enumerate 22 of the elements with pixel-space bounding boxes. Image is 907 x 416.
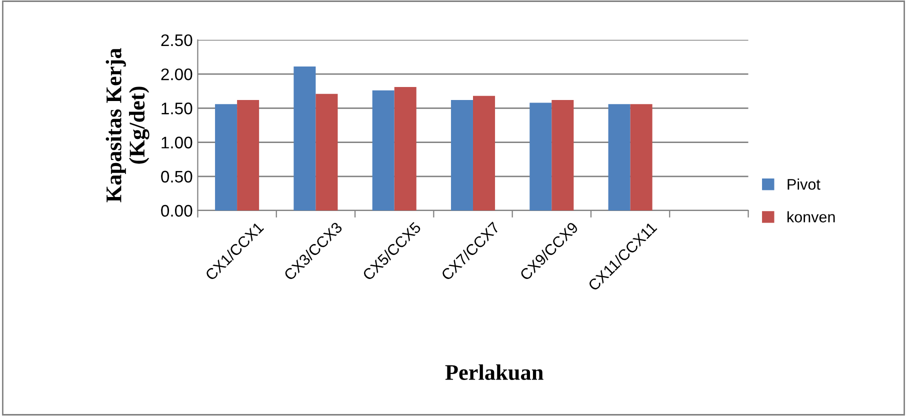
bar bbox=[394, 87, 416, 210]
legend-label: Pivot bbox=[788, 178, 820, 190]
bar bbox=[608, 104, 630, 210]
y-tick-label: 2.50 bbox=[161, 34, 192, 46]
y-tick-label: 1.00 bbox=[162, 136, 192, 148]
bar bbox=[630, 104, 652, 210]
y-axis-title: Kapasitas Kerja (Kg/det) bbox=[106, 48, 150, 202]
bar bbox=[237, 100, 260, 210]
x-axis-title: Perlakuan bbox=[445, 364, 544, 380]
bar bbox=[450, 100, 473, 210]
bar bbox=[215, 104, 238, 210]
bar bbox=[316, 94, 338, 210]
y-tick-label: 1.50 bbox=[162, 102, 192, 114]
bar bbox=[473, 96, 496, 210]
y-tick-label: 0.00 bbox=[161, 204, 192, 217]
legend-label: konven bbox=[788, 211, 835, 222]
y-tick-label: 0.50 bbox=[161, 170, 192, 183]
bar bbox=[294, 66, 316, 210]
bar bbox=[552, 100, 574, 210]
bar bbox=[372, 90, 394, 210]
bar bbox=[530, 102, 552, 210]
y-tick-label: 2.00 bbox=[161, 68, 192, 80]
